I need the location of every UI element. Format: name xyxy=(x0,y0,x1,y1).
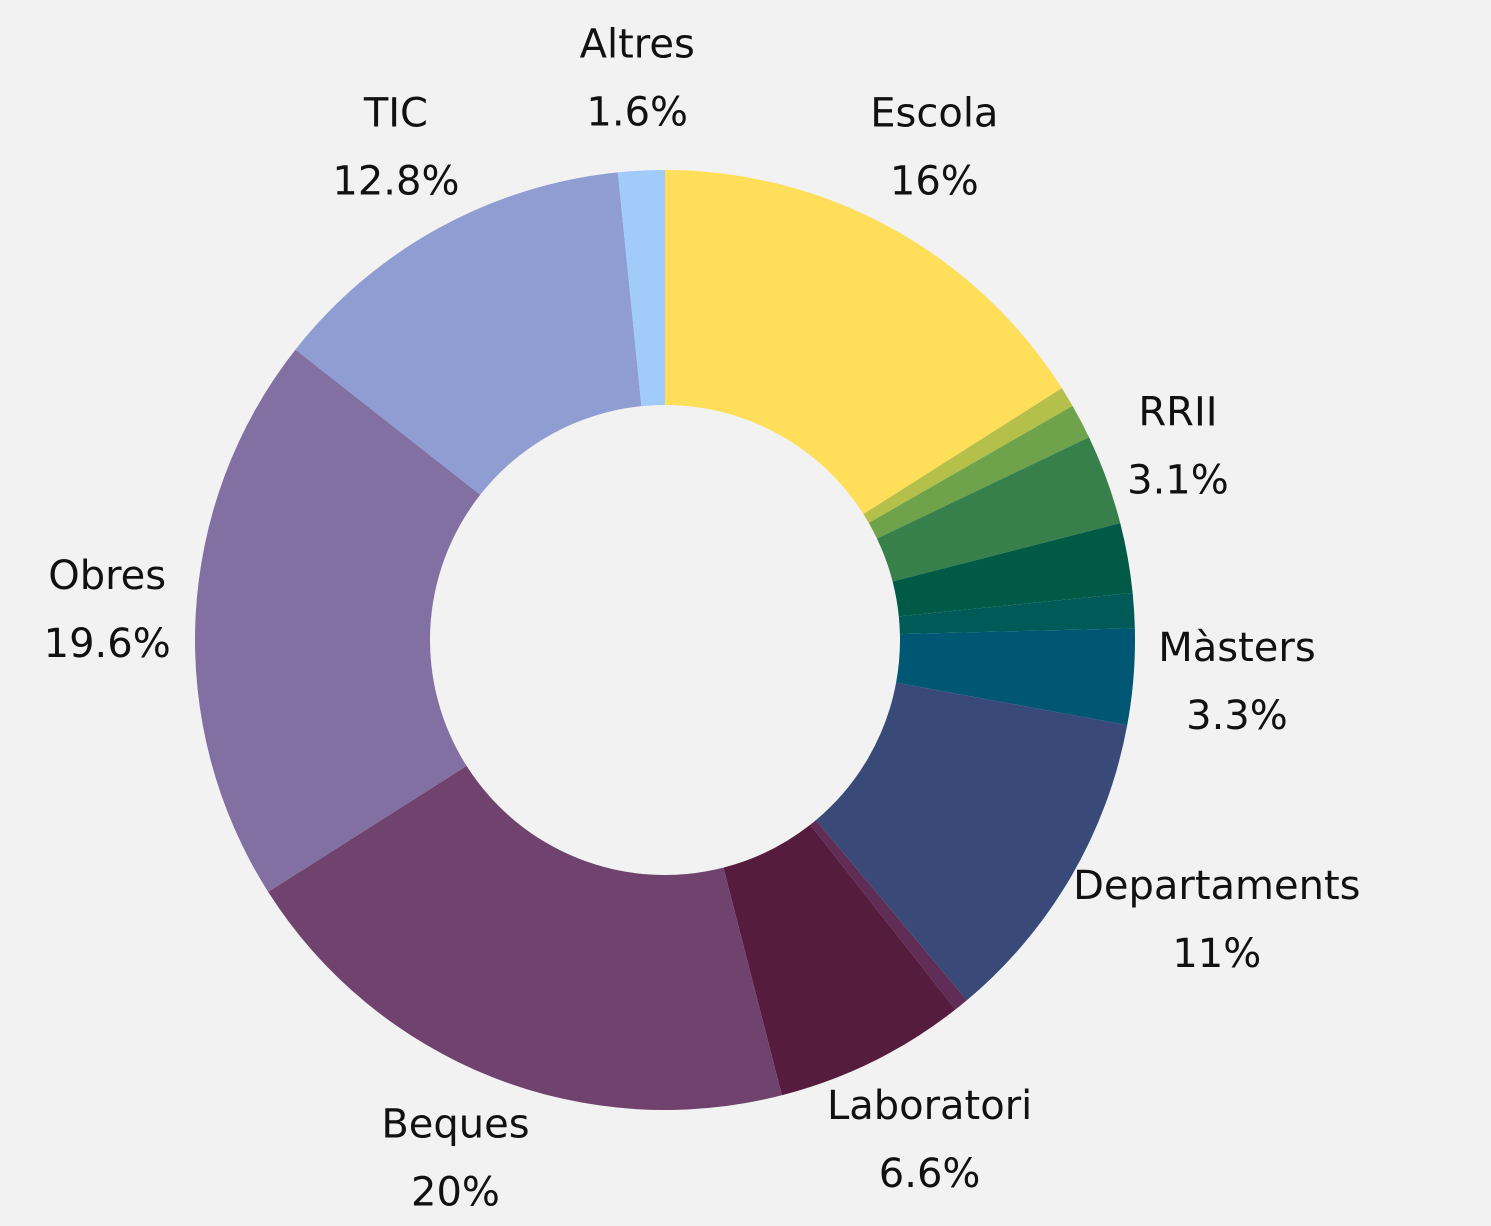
donut-slice xyxy=(810,820,967,1010)
donut-slice xyxy=(892,523,1133,617)
donut-slice xyxy=(723,824,956,1096)
donut-slice xyxy=(617,170,665,407)
donut-slice xyxy=(295,172,642,495)
slice-label: RRII xyxy=(1138,390,1217,436)
slice-label: Altres xyxy=(580,22,695,68)
slice-value-label: 11% xyxy=(1172,931,1261,977)
donut-slice xyxy=(877,437,1121,582)
slice-label: Màsters xyxy=(1158,625,1315,671)
slice-label: Laboratori xyxy=(827,1083,1032,1129)
donut-slice xyxy=(268,765,782,1111)
slice-value-label: 3.3% xyxy=(1186,693,1288,739)
slice-value-label: 3.1% xyxy=(1127,458,1229,504)
slice-label: Departaments xyxy=(1073,863,1360,909)
slice-label: Beques xyxy=(381,1102,529,1148)
donut-slice xyxy=(665,170,1062,515)
donut-slice xyxy=(896,628,1135,726)
slice-label: Obres xyxy=(48,553,166,599)
donut-slice xyxy=(868,405,1090,539)
donut-slice xyxy=(815,682,1128,1001)
slice-value-label: 19.6% xyxy=(44,621,171,667)
donut-slice xyxy=(863,388,1073,523)
slice-value-label: 16% xyxy=(890,158,979,204)
slice-value-label: 12.8% xyxy=(332,158,459,204)
donut-slice xyxy=(194,349,481,892)
donut-slice xyxy=(898,592,1135,635)
slice-value-label: 20% xyxy=(411,1170,500,1216)
slice-label: Escola xyxy=(870,90,998,136)
slice-label: TIC xyxy=(363,90,428,136)
slice-value-label: 6.6% xyxy=(879,1151,981,1197)
slice-value-label: 1.6% xyxy=(586,90,688,136)
